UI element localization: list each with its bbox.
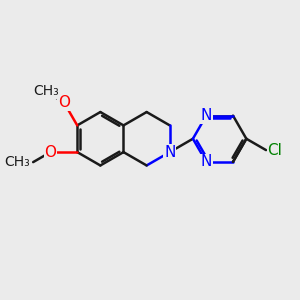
Text: CH₃: CH₃ [34, 84, 59, 98]
Text: O: O [58, 95, 70, 110]
Text: Cl: Cl [267, 142, 282, 158]
Text: N: N [164, 145, 176, 160]
Text: CH₃: CH₃ [4, 155, 30, 169]
Text: N: N [201, 154, 212, 169]
Text: O: O [44, 145, 56, 160]
Text: N: N [201, 108, 212, 123]
